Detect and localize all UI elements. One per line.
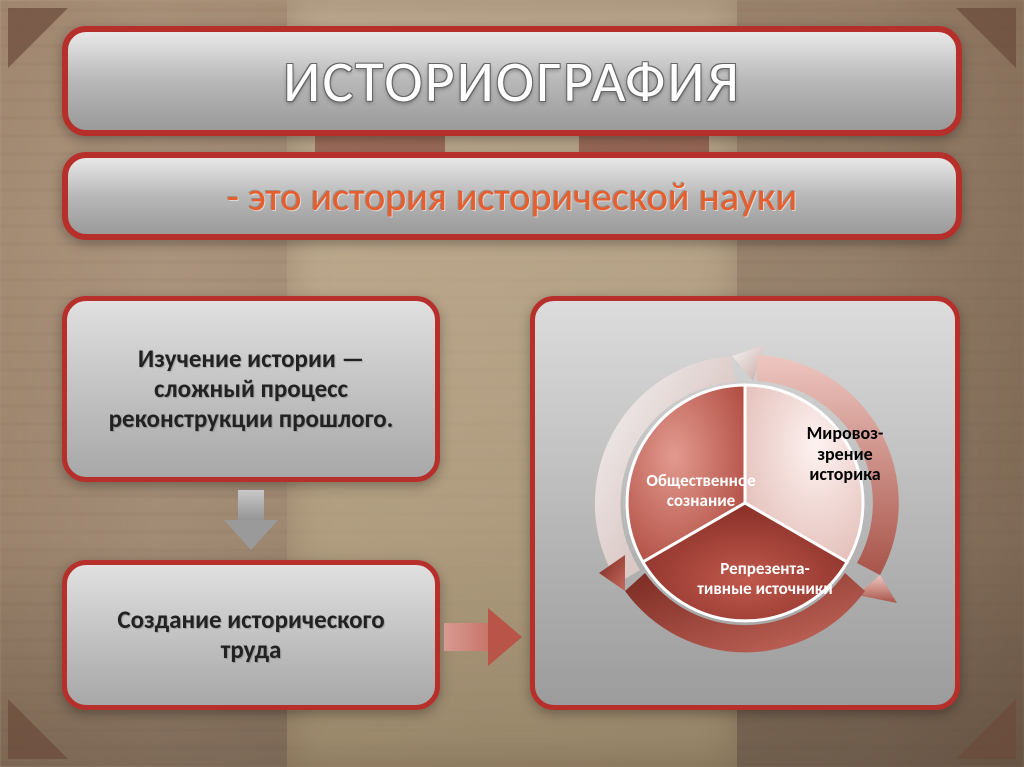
pie-cycle-chart: Общественное сознание Мировоз- зрение ис…	[565, 323, 925, 683]
card-b-text: Создание исторического труда	[87, 605, 415, 665]
title-panel: ИСТОРИОГРАФИЯ	[62, 26, 962, 136]
frame-corner-tl	[8, 8, 68, 68]
subtitle-text: - это история исторической науки	[227, 172, 797, 221]
subtitle-panel: - это история исторической науки	[62, 152, 962, 240]
frame-corner-tr	[956, 8, 1016, 68]
arrow-right-icon	[444, 608, 528, 666]
arrow-down-icon	[224, 490, 278, 552]
title-text: ИСТОРИОГРАФИЯ	[283, 46, 741, 117]
card-a-text: Изучение истории — сложный процесс рекон…	[87, 344, 415, 434]
card-study-history: Изучение истории — сложный процесс рекон…	[62, 296, 440, 482]
frame-corner-bl	[8, 699, 68, 759]
card-creation: Создание исторического труда	[62, 560, 440, 710]
pie-diagram-panel: Общественное сознание Мировоз- зрение ис…	[530, 296, 960, 710]
frame-corner-br	[956, 699, 1016, 759]
